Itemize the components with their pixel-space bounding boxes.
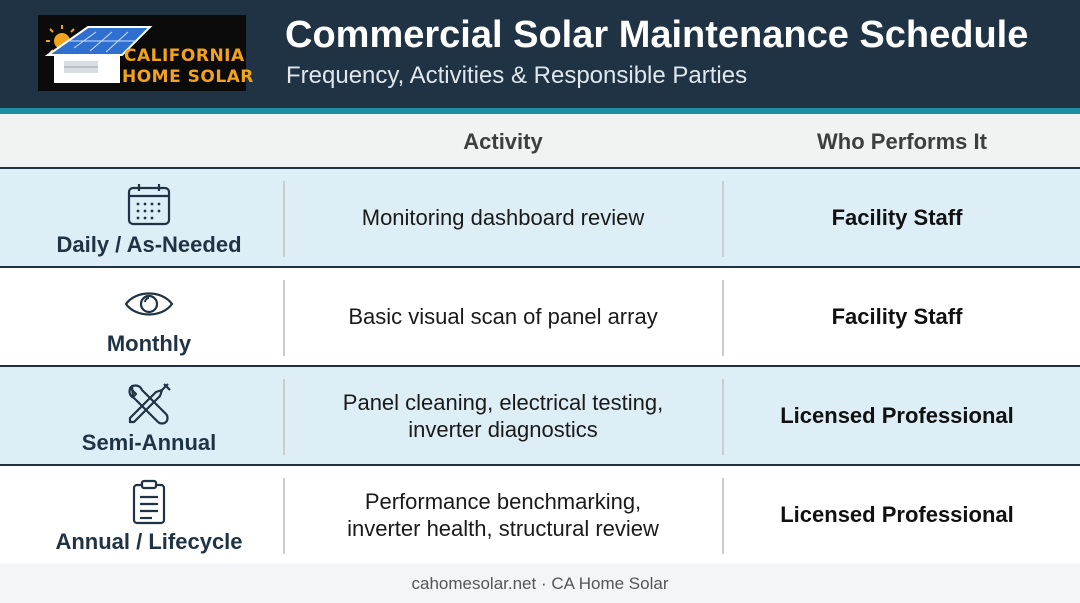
frequency-label: Annual / Lifecycle xyxy=(55,529,243,554)
clipboard-icon xyxy=(132,479,166,525)
activity-cell: Monitoring dashboard review xyxy=(285,169,721,266)
frequency-label: Semi-Annual xyxy=(81,430,217,455)
table-header-row: Activity Who Performs It xyxy=(0,114,1080,169)
column-divider xyxy=(722,181,724,257)
column-divider xyxy=(283,181,285,257)
responsible-party-cell: Facility Staff xyxy=(831,303,963,329)
logo-text-home-solar: HOME SOLAR xyxy=(122,67,254,87)
activity-line: Basic visual scan of panel array xyxy=(348,304,658,329)
activity-line: Panel cleaning, electrical testing, xyxy=(342,389,664,415)
responsible-party-cell: Licensed Professional xyxy=(780,402,1014,428)
page-subtitle: Frequency, Activities & Responsible Part… xyxy=(286,62,748,89)
column-divider xyxy=(283,478,285,554)
accent-stripe xyxy=(0,108,1080,114)
eye-icon xyxy=(124,292,174,316)
table-row-monthly: Monthly Basic visual scan of panel array… xyxy=(0,268,1080,367)
column-header-who: Who Performs It xyxy=(817,129,987,154)
california-home-solar-logo: CALIFORNIA HOME SOLAR xyxy=(38,15,253,91)
responsible-party-cell: Facility Staff xyxy=(831,204,963,230)
table-row-semi-annual: Semi-Annual Panel cleaning, electrical t… xyxy=(0,367,1080,466)
activity-cell: Performance benchmarking, inverter healt… xyxy=(285,466,721,563)
column-divider xyxy=(283,379,285,455)
table-row-annual: Annual / Lifecycle Performance benchmark… xyxy=(0,466,1080,563)
column-header-activity: Activity xyxy=(463,129,543,154)
page-title: Commercial Solar Maintenance Schedule xyxy=(285,14,1029,56)
footer-credit: cahomesolar.net · CA Home Solar xyxy=(411,574,669,593)
column-divider xyxy=(722,280,724,356)
logo-text-california: CALIFORNIA xyxy=(124,46,245,66)
calendar-icon xyxy=(127,184,171,226)
column-divider xyxy=(722,478,724,554)
responsible-party-cell: Licensed Professional xyxy=(780,501,1014,527)
activity-line: Monitoring dashboard review xyxy=(361,205,645,230)
activity-line: Performance benchmarking, xyxy=(364,488,642,514)
tools-icon xyxy=(128,383,171,425)
column-divider xyxy=(722,379,724,455)
frequency-label: Daily / As-Needed xyxy=(56,232,242,257)
frequency-label: Monthly xyxy=(106,331,192,356)
solar-house-icon xyxy=(44,25,153,83)
activity-cell: Basic visual scan of panel array xyxy=(285,268,721,365)
activity-cell: Panel cleaning, electrical testing, inve… xyxy=(285,367,721,464)
activity-line: inverter health, structural review xyxy=(347,515,659,541)
column-divider xyxy=(283,280,285,356)
activity-line: inverter diagnostics xyxy=(408,416,598,442)
table-row-daily: Daily / As-Needed Monitoring dashboard r… xyxy=(0,169,1080,268)
header-bar: CALIFORNIA HOME SOLAR Commercial Solar M… xyxy=(0,0,1080,108)
